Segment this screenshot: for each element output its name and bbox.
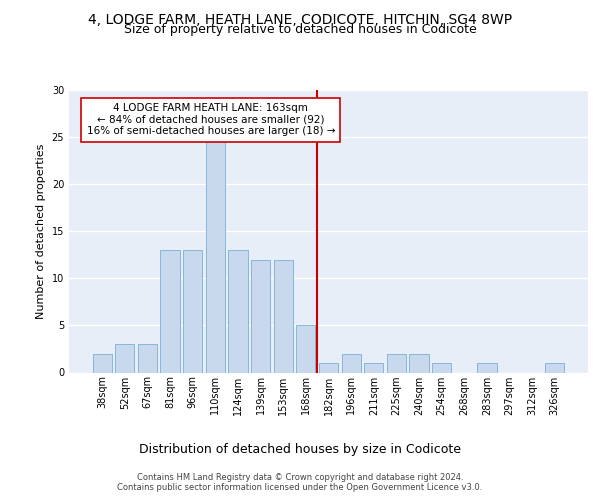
Bar — [477, 363, 497, 372]
Bar — [274, 260, 293, 372]
Bar — [138, 344, 157, 372]
Bar — [229, 250, 248, 372]
Y-axis label: Number of detached properties: Number of detached properties — [36, 144, 46, 319]
Text: Distribution of detached houses by size in Codicote: Distribution of detached houses by size … — [139, 442, 461, 456]
Bar — [387, 354, 406, 372]
Text: 4, LODGE FARM, HEATH LANE, CODICOTE, HITCHIN, SG4 8WP: 4, LODGE FARM, HEATH LANE, CODICOTE, HIT… — [88, 12, 512, 26]
Text: Size of property relative to detached houses in Codicote: Size of property relative to detached ho… — [124, 24, 476, 36]
Bar — [251, 260, 270, 372]
Bar — [183, 250, 202, 372]
Bar — [319, 363, 338, 372]
Text: Contains HM Land Registry data © Crown copyright and database right 2024.
Contai: Contains HM Land Registry data © Crown c… — [118, 472, 482, 492]
Text: 4 LODGE FARM HEATH LANE: 163sqm
← 84% of detached houses are smaller (92)
16% of: 4 LODGE FARM HEATH LANE: 163sqm ← 84% of… — [86, 103, 335, 136]
Bar — [296, 326, 316, 372]
Bar — [92, 354, 112, 372]
Bar — [341, 354, 361, 372]
Bar — [545, 363, 565, 372]
Bar — [206, 137, 225, 372]
Bar — [160, 250, 180, 372]
Bar — [115, 344, 134, 372]
Bar — [364, 363, 383, 372]
Bar — [432, 363, 451, 372]
Bar — [409, 354, 428, 372]
